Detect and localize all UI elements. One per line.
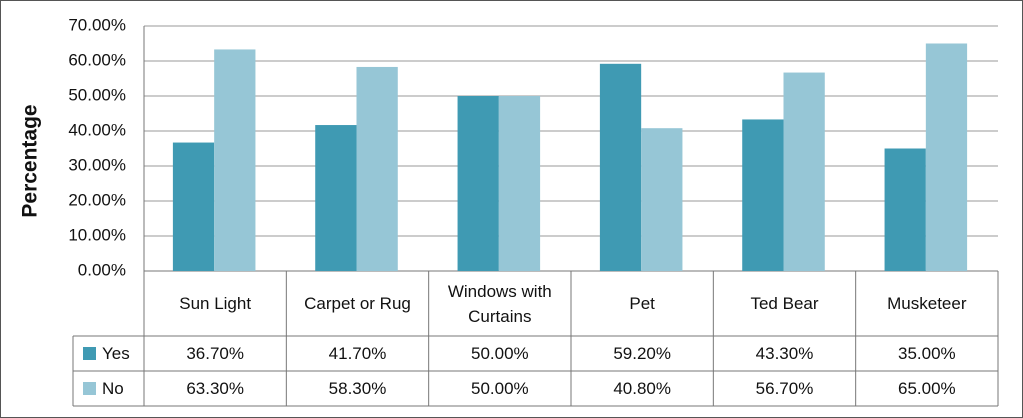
value-label: 65.00% <box>897 378 956 398</box>
value-label: 36.70% <box>186 343 244 363</box>
value-label: 40.80% <box>613 378 671 398</box>
value-label: 58.30% <box>328 378 387 398</box>
value-label: 56.70% <box>755 378 814 398</box>
category-cell: Sun Light <box>144 271 286 336</box>
value-label: 50.00% <box>470 378 529 398</box>
x-tick-label: Sun Light <box>179 294 252 313</box>
legend-label: No <box>102 378 124 398</box>
y-tick-label: 30.00% <box>68 155 126 174</box>
category-cell: Musketeer <box>856 271 998 336</box>
bar <box>884 148 926 271</box>
y-tick-label: 40.00% <box>68 120 126 139</box>
bar <box>172 142 215 271</box>
x-tick-label: Carpet or Rug <box>304 294 411 313</box>
bar <box>742 119 784 271</box>
category-cell: Windows with Curtains <box>429 271 571 336</box>
value-label: 63.30% <box>186 378 244 398</box>
value-label: 43.30% <box>755 343 814 363</box>
bar <box>315 125 357 271</box>
bar <box>356 66 398 271</box>
y-tick-label: 60.00% <box>68 50 126 69</box>
value-label: 59.20% <box>613 343 671 363</box>
y-tick-label: 70.00% <box>68 15 126 34</box>
bar <box>498 96 541 271</box>
value-label: 50.00% <box>470 343 529 363</box>
x-tick-label: Musketeer <box>887 294 967 313</box>
x-tick-label: Ted Bear <box>750 294 819 313</box>
x-tick-label: Windows with Curtains <box>447 281 552 326</box>
value-label: 41.70% <box>328 343 387 363</box>
bar <box>641 128 683 271</box>
x-tick-label: Pet <box>629 294 655 313</box>
y-tick-label: 50.00% <box>68 85 126 104</box>
legend-entry: Yes <box>73 336 144 371</box>
bar <box>783 72 825 271</box>
bar <box>214 49 256 272</box>
value-label: 35.00% <box>897 343 956 363</box>
y-tick-label: 20.00% <box>68 190 126 209</box>
bar <box>925 43 968 271</box>
bar <box>457 96 499 271</box>
y-axis-title: Percentage <box>19 104 42 217</box>
legend-swatch <box>83 347 96 360</box>
bar <box>599 63 642 271</box>
category-cell: Ted Bear <box>713 271 855 336</box>
legend-swatch <box>83 382 96 395</box>
y-tick-label: 10.00% <box>68 225 126 244</box>
y-tick-label: 0.00% <box>78 260 126 279</box>
category-cell: Pet <box>571 271 713 336</box>
legend-entry: No <box>73 371 144 406</box>
category-cell: Carpet or Rug <box>286 271 428 336</box>
legend-label: Yes <box>102 343 130 363</box>
